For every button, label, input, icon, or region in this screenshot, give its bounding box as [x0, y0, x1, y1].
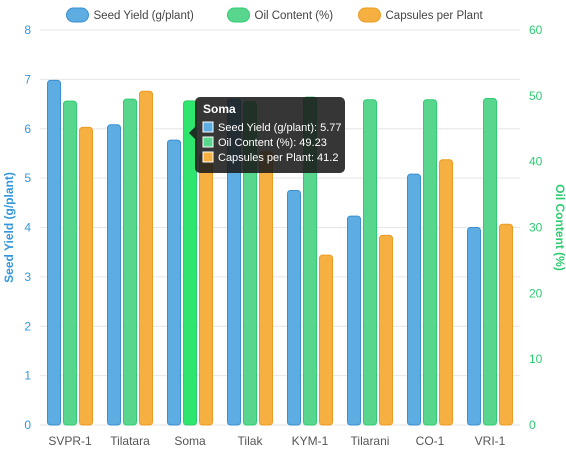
tooltip-title: Soma: [203, 102, 236, 116]
tooltip-swatch: [202, 121, 214, 133]
oil-content-bar[interactable]: [123, 98, 137, 426]
x-axis-tick-label: Tilarani: [351, 434, 390, 448]
right-axis-tick-label: 20: [529, 286, 543, 300]
capsules-per-plant-bar[interactable]: [499, 223, 513, 426]
capsules-per-plant-bar[interactable]: [439, 159, 453, 426]
oil-content-bar[interactable]: [363, 99, 377, 426]
capsules-per-plant-bar[interactable]: [199, 153, 213, 426]
right-axis-tick-label: 0: [529, 418, 536, 432]
capsules-per-plant-bar[interactable]: [319, 254, 333, 426]
legend-label[interactable]: Oil Content (%): [255, 10, 334, 22]
seed-yield-bar[interactable]: [107, 124, 121, 426]
oil-content-bar[interactable]: [183, 100, 197, 426]
seed-yield-bar[interactable]: [167, 139, 181, 426]
left-axis-title: Seed Yield (g/plant): [2, 172, 16, 283]
x-axis-tick-label: Soma: [174, 434, 206, 448]
left-axis-tick-label: 5: [24, 171, 31, 185]
seed-yield-bar[interactable]: [407, 173, 421, 426]
right-axis-title: Oil Content (%): [553, 184, 566, 271]
tooltip-box: [195, 97, 345, 173]
seed-yield-bar[interactable]: [467, 227, 481, 426]
x-axis-tick-label: Tilatara: [110, 434, 150, 448]
oil-content-bar[interactable]: [423, 99, 437, 426]
capsules-per-plant-bar[interactable]: [79, 126, 93, 426]
left-axis-tick-label: 0: [24, 418, 31, 432]
tooltip-line: Seed Yield (g/plant): 5.77: [218, 122, 342, 134]
left-axis-tick-label: 2: [24, 319, 31, 333]
tooltip-line: Capsules per Plant: 41.2: [218, 152, 338, 164]
x-axis-tick-label: KYM-1: [292, 434, 329, 448]
right-axis-tick-label: 50: [529, 89, 543, 103]
right-axis-tick-label: 30: [529, 221, 543, 235]
tooltip-swatch: [202, 136, 214, 148]
left-axis-tick-label: 6: [24, 122, 31, 136]
oil-content-bar[interactable]: [483, 97, 497, 426]
seed-yield-bar[interactable]: [47, 79, 61, 426]
capsules-per-plant-bar[interactable]: [139, 90, 153, 426]
seed-yield-bar[interactable]: [287, 189, 301, 426]
left-axis-tick-label: 3: [24, 270, 31, 284]
legend-label[interactable]: Seed Yield (g/plant): [94, 10, 195, 22]
legend-swatch[interactable]: [66, 7, 89, 23]
seed-yield-bar[interactable]: [347, 215, 361, 426]
x-axis-tick-label: SVPR-1: [48, 434, 92, 448]
left-axis-tick-label: 7: [24, 72, 31, 86]
tooltip-swatch: [202, 151, 214, 163]
left-axis-tick-label: 1: [24, 369, 31, 383]
right-axis-tick-label: 40: [529, 155, 543, 169]
capsules-per-plant-bar[interactable]: [379, 234, 393, 426]
x-axis-tick-label: CO-1: [416, 434, 445, 448]
x-axis-tick-label: Tilak: [238, 434, 264, 448]
tooltip-line: Oil Content (%): 49.23: [218, 137, 327, 149]
capsules-per-plant-bar[interactable]: [259, 151, 273, 426]
legend-label[interactable]: Capsules per Plant: [386, 10, 484, 22]
tooltip-caret: [189, 127, 195, 139]
left-axis-tick-label: 8: [24, 23, 31, 37]
right-axis-tick-label: 10: [529, 352, 543, 366]
legend-swatch[interactable]: [227, 7, 250, 23]
legend-swatch[interactable]: [358, 7, 381, 23]
right-axis-tick-label: 60: [529, 23, 543, 37]
left-axis-tick-label: 4: [24, 221, 31, 235]
oil-content-bar[interactable]: [63, 100, 77, 426]
x-axis-tick-label: VRI-1: [475, 434, 506, 448]
